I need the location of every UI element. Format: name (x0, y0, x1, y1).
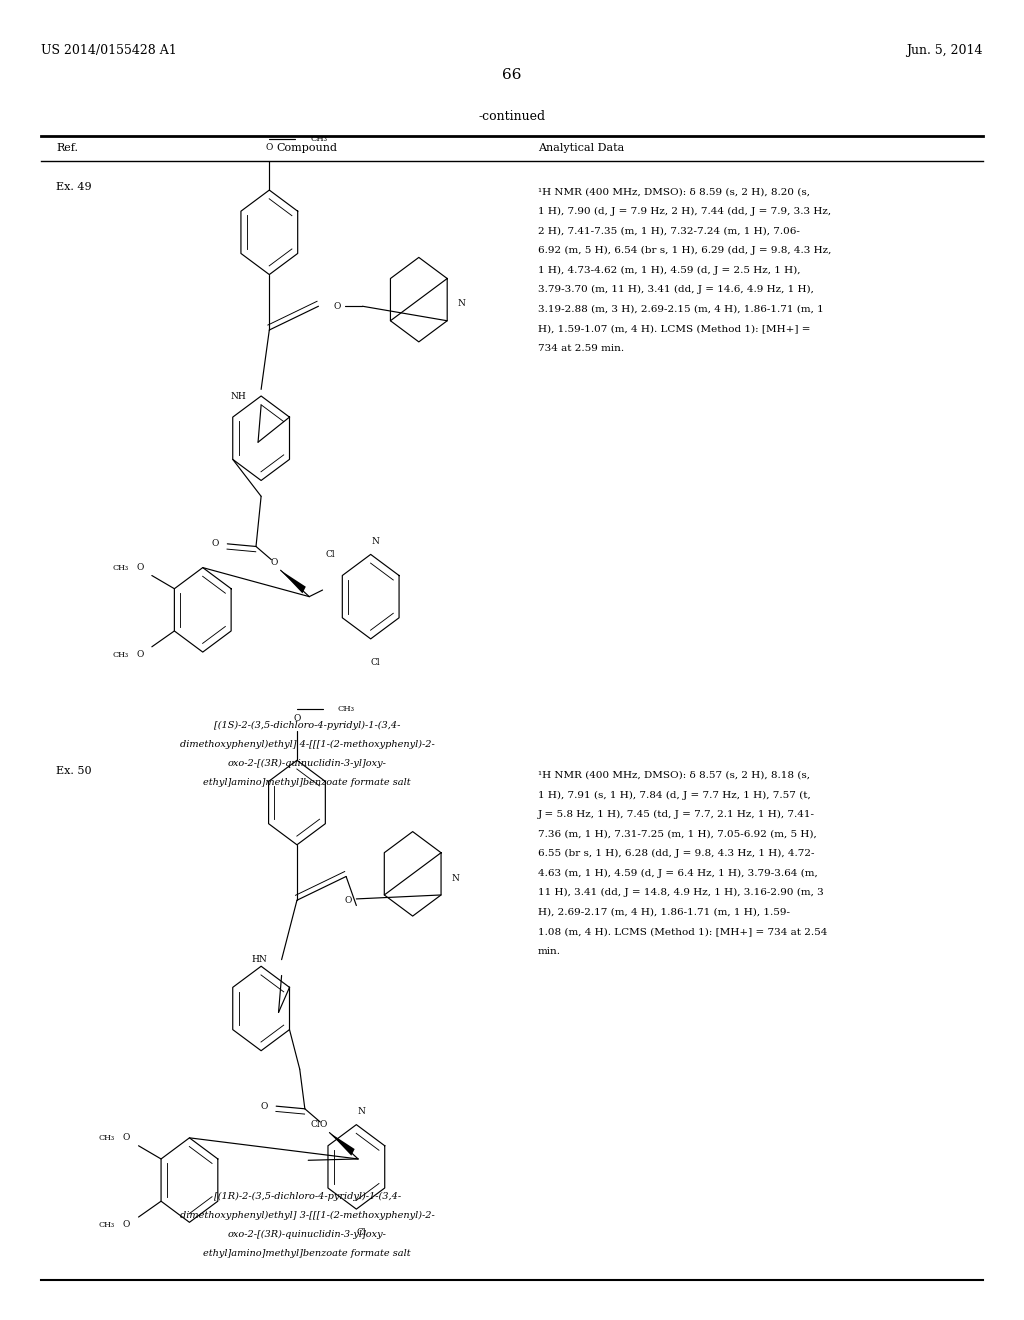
Text: 1.08 (m, 4 H). LCMS (Method 1): [MH+] = 734 at 2.54: 1.08 (m, 4 H). LCMS (Method 1): [MH+] = … (538, 927, 827, 936)
Text: ¹H NMR (400 MHz, DMSO): δ 8.59 (s, 2 H), 8.20 (s,: ¹H NMR (400 MHz, DMSO): δ 8.59 (s, 2 H),… (538, 187, 810, 197)
Text: 3.79-3.70 (m, 11 H), 3.41 (dd, J = 14.6, 4.9 Hz, 1 H),: 3.79-3.70 (m, 11 H), 3.41 (dd, J = 14.6,… (538, 285, 813, 294)
Text: Cl: Cl (371, 659, 381, 667)
Text: [(1R)-2-(3,5-dichloro-4-pyridyl)-1-(3,4-: [(1R)-2-(3,5-dichloro-4-pyridyl)-1-(3,4- (214, 1192, 400, 1201)
Text: N: N (458, 300, 465, 309)
Text: 2 H), 7.41-7.35 (m, 1 H), 7.32-7.24 (m, 1 H), 7.06-: 2 H), 7.41-7.35 (m, 1 H), 7.32-7.24 (m, … (538, 227, 800, 235)
Text: O: O (344, 896, 352, 904)
Text: O: O (319, 1121, 327, 1129)
Text: CH₃: CH₃ (99, 1134, 115, 1142)
Text: Ex. 50: Ex. 50 (56, 766, 92, 776)
Text: CH₃: CH₃ (113, 564, 128, 572)
Text: CH₃: CH₃ (99, 1221, 115, 1229)
Text: min.: min. (538, 946, 560, 956)
Text: Jun. 5, 2014: Jun. 5, 2014 (906, 44, 983, 57)
Text: oxo-2-[(3R)-quinuclidin-3-yl]oxy-: oxo-2-[(3R)-quinuclidin-3-yl]oxy- (227, 1230, 387, 1239)
Text: O: O (136, 651, 143, 659)
Text: 7.36 (m, 1 H), 7.31-7.25 (m, 1 H), 7.05-6.92 (m, 5 H),: 7.36 (m, 1 H), 7.31-7.25 (m, 1 H), 7.05-… (538, 829, 816, 838)
Text: ethyl]amino]methyl]benzoate formate salt: ethyl]amino]methyl]benzoate formate salt (204, 1249, 411, 1258)
Text: 1 H), 4.73-4.62 (m, 1 H), 4.59 (d, J = 2.5 Hz, 1 H),: 1 H), 4.73-4.62 (m, 1 H), 4.59 (d, J = 2… (538, 265, 800, 275)
Text: Ex. 49: Ex. 49 (56, 182, 92, 193)
Polygon shape (330, 1133, 354, 1156)
Text: Cl: Cl (356, 1229, 367, 1237)
Text: ethyl]amino]methyl]benzoate formate salt: ethyl]amino]methyl]benzoate formate salt (204, 777, 411, 787)
Text: -continued: -continued (478, 110, 546, 123)
Text: 1 H), 7.90 (d, J = 7.9 Hz, 2 H), 7.44 (dd, J = 7.9, 3.3 Hz,: 1 H), 7.90 (d, J = 7.9 Hz, 2 H), 7.44 (d… (538, 207, 830, 216)
Text: Ref.: Ref. (56, 143, 78, 153)
Text: O: O (123, 1134, 130, 1142)
Polygon shape (281, 570, 306, 594)
Text: Cl: Cl (326, 550, 335, 558)
Text: [(1S)-2-(3,5-dichloro-4-pyridyl)-1-(3,4-: [(1S)-2-(3,5-dichloro-4-pyridyl)-1-(3,4- (214, 721, 400, 730)
Text: O: O (333, 302, 341, 310)
Text: N: N (372, 537, 380, 545)
Text: US 2014/0155428 A1: US 2014/0155428 A1 (41, 44, 177, 57)
Text: 734 at 2.59 min.: 734 at 2.59 min. (538, 343, 624, 352)
Text: O: O (260, 1102, 267, 1110)
Text: 3.19-2.88 (m, 3 H), 2.69-2.15 (m, 4 H), 1.86-1.71 (m, 1: 3.19-2.88 (m, 3 H), 2.69-2.15 (m, 4 H), … (538, 305, 823, 314)
Text: CH₃: CH₃ (310, 135, 328, 143)
Text: 4.63 (m, 1 H), 4.59 (d, J = 6.4 Hz, 1 H), 3.79-3.64 (m,: 4.63 (m, 1 H), 4.59 (d, J = 6.4 Hz, 1 H)… (538, 869, 817, 878)
Text: NH: NH (230, 392, 247, 400)
Text: O: O (211, 540, 219, 548)
Text: 66: 66 (502, 69, 522, 82)
Text: HN: HN (251, 956, 267, 964)
Text: Cl: Cl (311, 1121, 321, 1129)
Text: CH₃: CH₃ (113, 651, 128, 659)
Text: O: O (293, 714, 301, 722)
Text: O: O (270, 558, 279, 566)
Text: Compound: Compound (276, 143, 338, 153)
Text: N: N (357, 1107, 366, 1115)
Text: N: N (452, 874, 459, 883)
Text: ¹H NMR (400 MHz, DMSO): δ 8.57 (s, 2 H), 8.18 (s,: ¹H NMR (400 MHz, DMSO): δ 8.57 (s, 2 H),… (538, 771, 810, 780)
Text: O: O (265, 144, 273, 152)
Text: O: O (123, 1221, 130, 1229)
Text: O: O (136, 564, 143, 572)
Text: dimethoxyphenyl)ethyl] 3-[[[1-(2-methoxyphenyl)-2-: dimethoxyphenyl)ethyl] 3-[[[1-(2-methoxy… (180, 1212, 434, 1220)
Text: H), 2.69-2.17 (m, 4 H), 1.86-1.71 (m, 1 H), 1.59-: H), 2.69-2.17 (m, 4 H), 1.86-1.71 (m, 1 … (538, 908, 790, 916)
Text: 11 H), 3.41 (dd, J = 14.8, 4.9 Hz, 1 H), 3.16-2.90 (m, 3: 11 H), 3.41 (dd, J = 14.8, 4.9 Hz, 1 H),… (538, 888, 823, 898)
Text: 6.55 (br s, 1 H), 6.28 (dd, J = 9.8, 4.3 Hz, 1 H), 4.72-: 6.55 (br s, 1 H), 6.28 (dd, J = 9.8, 4.3… (538, 849, 814, 858)
Text: Analytical Data: Analytical Data (538, 143, 624, 153)
Text: J = 5.8 Hz, 1 H), 7.45 (td, J = 7.7, 2.1 Hz, 1 H), 7.41-: J = 5.8 Hz, 1 H), 7.45 (td, J = 7.7, 2.1… (538, 810, 815, 820)
Text: dimethoxyphenyl)ethyl] 4-[[[1-(2-methoxyphenyl)-2-: dimethoxyphenyl)ethyl] 4-[[[1-(2-methoxy… (180, 739, 434, 748)
Text: oxo-2-[(3R)-quinuclidin-3-yl]oxy-: oxo-2-[(3R)-quinuclidin-3-yl]oxy- (227, 759, 387, 768)
Text: CH₃: CH₃ (338, 705, 355, 713)
Text: 1 H), 7.91 (s, 1 H), 7.84 (d, J = 7.7 Hz, 1 H), 7.57 (t,: 1 H), 7.91 (s, 1 H), 7.84 (d, J = 7.7 Hz… (538, 791, 810, 800)
Text: H), 1.59-1.07 (m, 4 H). LCMS (Method 1): [MH+] =: H), 1.59-1.07 (m, 4 H). LCMS (Method 1):… (538, 325, 810, 333)
Text: 6.92 (m, 5 H), 6.54 (br s, 1 H), 6.29 (dd, J = 9.8, 4.3 Hz,: 6.92 (m, 5 H), 6.54 (br s, 1 H), 6.29 (d… (538, 246, 830, 255)
